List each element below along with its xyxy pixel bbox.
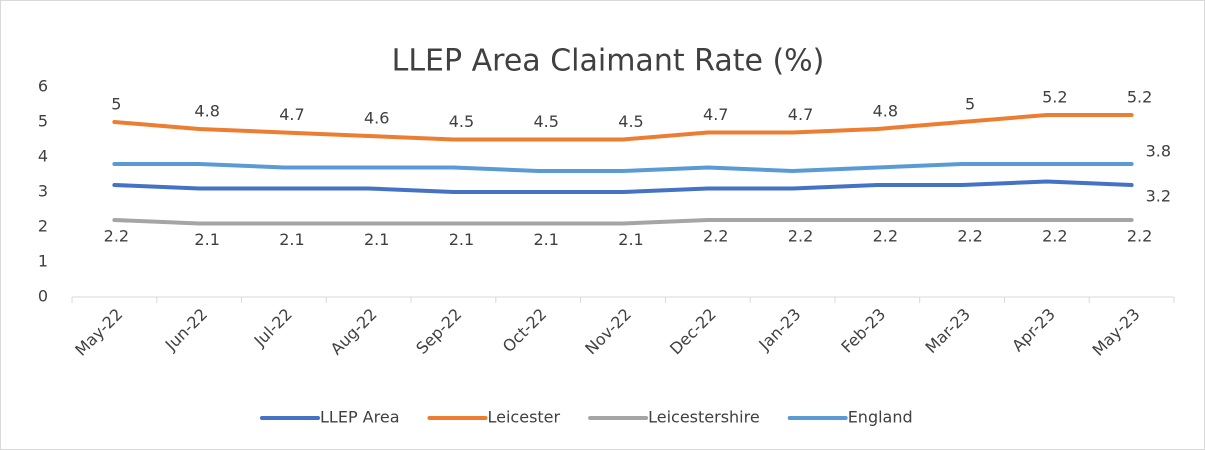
data-label: 4.5 bbox=[534, 112, 559, 131]
legend-label: Leicestershire bbox=[648, 408, 760, 427]
line-series bbox=[112, 162, 1134, 173]
data-label: 4.7 bbox=[788, 105, 813, 124]
data-label: 2.2 bbox=[703, 227, 728, 246]
data-label: 4.5 bbox=[449, 112, 474, 131]
y-tick-label: 1 bbox=[38, 252, 48, 271]
y-tick-label: 0 bbox=[38, 287, 48, 306]
data-label: 2.2 bbox=[873, 227, 898, 246]
data-label: 2.1 bbox=[618, 230, 643, 249]
data-label: 2.1 bbox=[194, 230, 219, 249]
y-tick-label: 6 bbox=[38, 77, 48, 96]
data-label: 5.2 bbox=[1127, 88, 1152, 107]
data-label: 4.7 bbox=[703, 105, 728, 124]
data-label: 2.2 bbox=[1127, 227, 1152, 246]
data-label: 4.5 bbox=[618, 112, 643, 131]
data-label: 2.2 bbox=[104, 227, 129, 246]
data-label: 2.1 bbox=[449, 230, 474, 249]
chart-title: LLEP Area Claimant Rate (%) bbox=[392, 44, 825, 79]
data-label: 5 bbox=[965, 95, 975, 114]
y-tick-label: 3 bbox=[38, 182, 48, 201]
legend-label: LLEP Area bbox=[320, 408, 400, 427]
data-label: 4.7 bbox=[279, 105, 304, 124]
data-label: 2.1 bbox=[279, 230, 304, 249]
data-label: 4.8 bbox=[194, 102, 219, 121]
data-label: 5 bbox=[111, 95, 121, 114]
data-label: 2.1 bbox=[364, 230, 389, 249]
line-series bbox=[112, 113, 1134, 142]
data-label: 2.2 bbox=[788, 227, 813, 246]
data-label: 2.2 bbox=[1042, 227, 1067, 246]
data-label: 3.2 bbox=[1146, 186, 1171, 205]
y-tick-label: 2 bbox=[38, 217, 48, 236]
data-label: 4.8 bbox=[873, 102, 898, 121]
data-label: 2.2 bbox=[957, 227, 982, 246]
legend-label: England bbox=[848, 408, 913, 427]
y-tick-label: 4 bbox=[38, 147, 48, 166]
data-label: 2.1 bbox=[534, 230, 559, 249]
data-label: 5.2 bbox=[1042, 88, 1067, 107]
y-tick-label: 5 bbox=[38, 112, 48, 131]
line-series bbox=[112, 179, 1134, 194]
legend-label: Leicester bbox=[488, 408, 561, 427]
data-label: 4.6 bbox=[364, 109, 389, 128]
line-series bbox=[112, 218, 1134, 226]
data-label: 3.8 bbox=[1146, 142, 1171, 161]
